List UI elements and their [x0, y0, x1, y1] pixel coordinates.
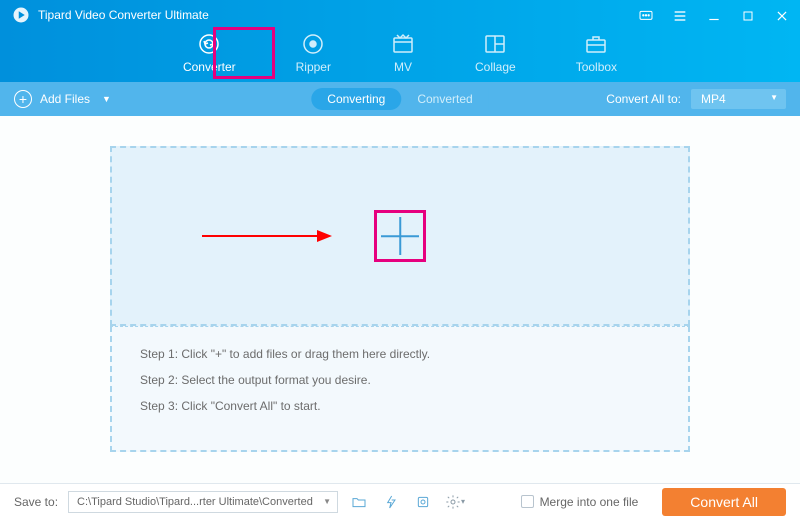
step-text: Step 1: Click "+" to add files or drag t… — [140, 347, 660, 361]
maximize-icon[interactable] — [738, 6, 758, 26]
tab-ripper[interactable]: Ripper — [286, 28, 341, 78]
chevron-down-icon: ▼ — [102, 94, 111, 104]
merge-checkbox[interactable] — [521, 495, 534, 508]
save-path-value: C:\Tipard Studio\Tipard...rter Ultimate\… — [77, 496, 313, 508]
seg-converted[interactable]: Converted — [401, 88, 488, 110]
steps-panel: Step 1: Click "+" to add files or drag t… — [110, 326, 690, 452]
convert-all-label: Convert All — [690, 494, 758, 510]
header-bar: Tipard Video Converter Ultimate Converte… — [0, 0, 800, 82]
tab-toolbox[interactable]: Toolbox — [566, 28, 627, 78]
annotation-arrow — [202, 226, 332, 246]
close-icon[interactable] — [772, 6, 792, 26]
ripper-icon — [301, 32, 325, 56]
save-to-label: Save to: — [14, 495, 58, 509]
tab-label: MV — [394, 60, 412, 74]
sub-toolbar: Add Files ▼ Converting Converted Convert… — [0, 82, 800, 116]
tab-label: Ripper — [296, 60, 331, 74]
merge-row: Merge into one file — [521, 495, 639, 509]
step-text: Step 3: Click "Convert All" to start. — [140, 399, 660, 413]
add-files-button[interactable]: Add Files ▼ — [14, 90, 111, 108]
convert-all-button[interactable]: Convert All — [662, 488, 786, 516]
save-path-select[interactable]: C:\Tipard Studio\Tipard...rter Ultimate\… — [68, 491, 338, 513]
tab-mv[interactable]: MV — [381, 28, 425, 78]
menu-icon[interactable] — [670, 6, 690, 26]
status-segment: Converting Converted — [311, 88, 488, 110]
app-logo-icon — [12, 6, 30, 24]
open-folder-icon[interactable] — [348, 491, 370, 513]
footer-bar: Save to: C:\Tipard Studio\Tipard...rter … — [0, 483, 800, 519]
tab-label: Toolbox — [576, 60, 617, 74]
workspace: Step 1: Click "+" to add files or drag t… — [0, 116, 800, 483]
tab-collage[interactable]: Collage — [465, 28, 526, 78]
drop-zone[interactable] — [110, 146, 690, 326]
plus-circle-icon — [14, 90, 32, 108]
tab-label: Converter — [183, 60, 236, 74]
seg-converting[interactable]: Converting — [311, 88, 401, 110]
merge-label: Merge into one file — [540, 495, 639, 509]
toolbox-icon — [584, 32, 608, 56]
format-value: MP4 — [701, 92, 726, 106]
gpu-icon[interactable] — [412, 491, 434, 513]
speed-icon[interactable] — [380, 491, 402, 513]
minimize-icon[interactable] — [704, 6, 724, 26]
step-text: Step 2: Select the output format you des… — [140, 373, 660, 387]
add-plus-icon[interactable] — [377, 213, 423, 259]
mv-icon — [391, 32, 415, 56]
converter-icon — [197, 32, 221, 56]
tab-label: Collage — [475, 60, 516, 74]
settings-gear-icon[interactable]: ▾ — [444, 491, 466, 513]
add-files-label: Add Files — [40, 92, 90, 106]
feedback-icon[interactable] — [636, 6, 656, 26]
format-select[interactable]: MP4 — [691, 89, 786, 109]
app-title: Tipard Video Converter Ultimate — [38, 8, 209, 22]
convert-all-to-label: Convert All to: — [606, 92, 681, 106]
tab-converter[interactable]: Converter — [173, 28, 246, 78]
collage-icon — [483, 32, 507, 56]
